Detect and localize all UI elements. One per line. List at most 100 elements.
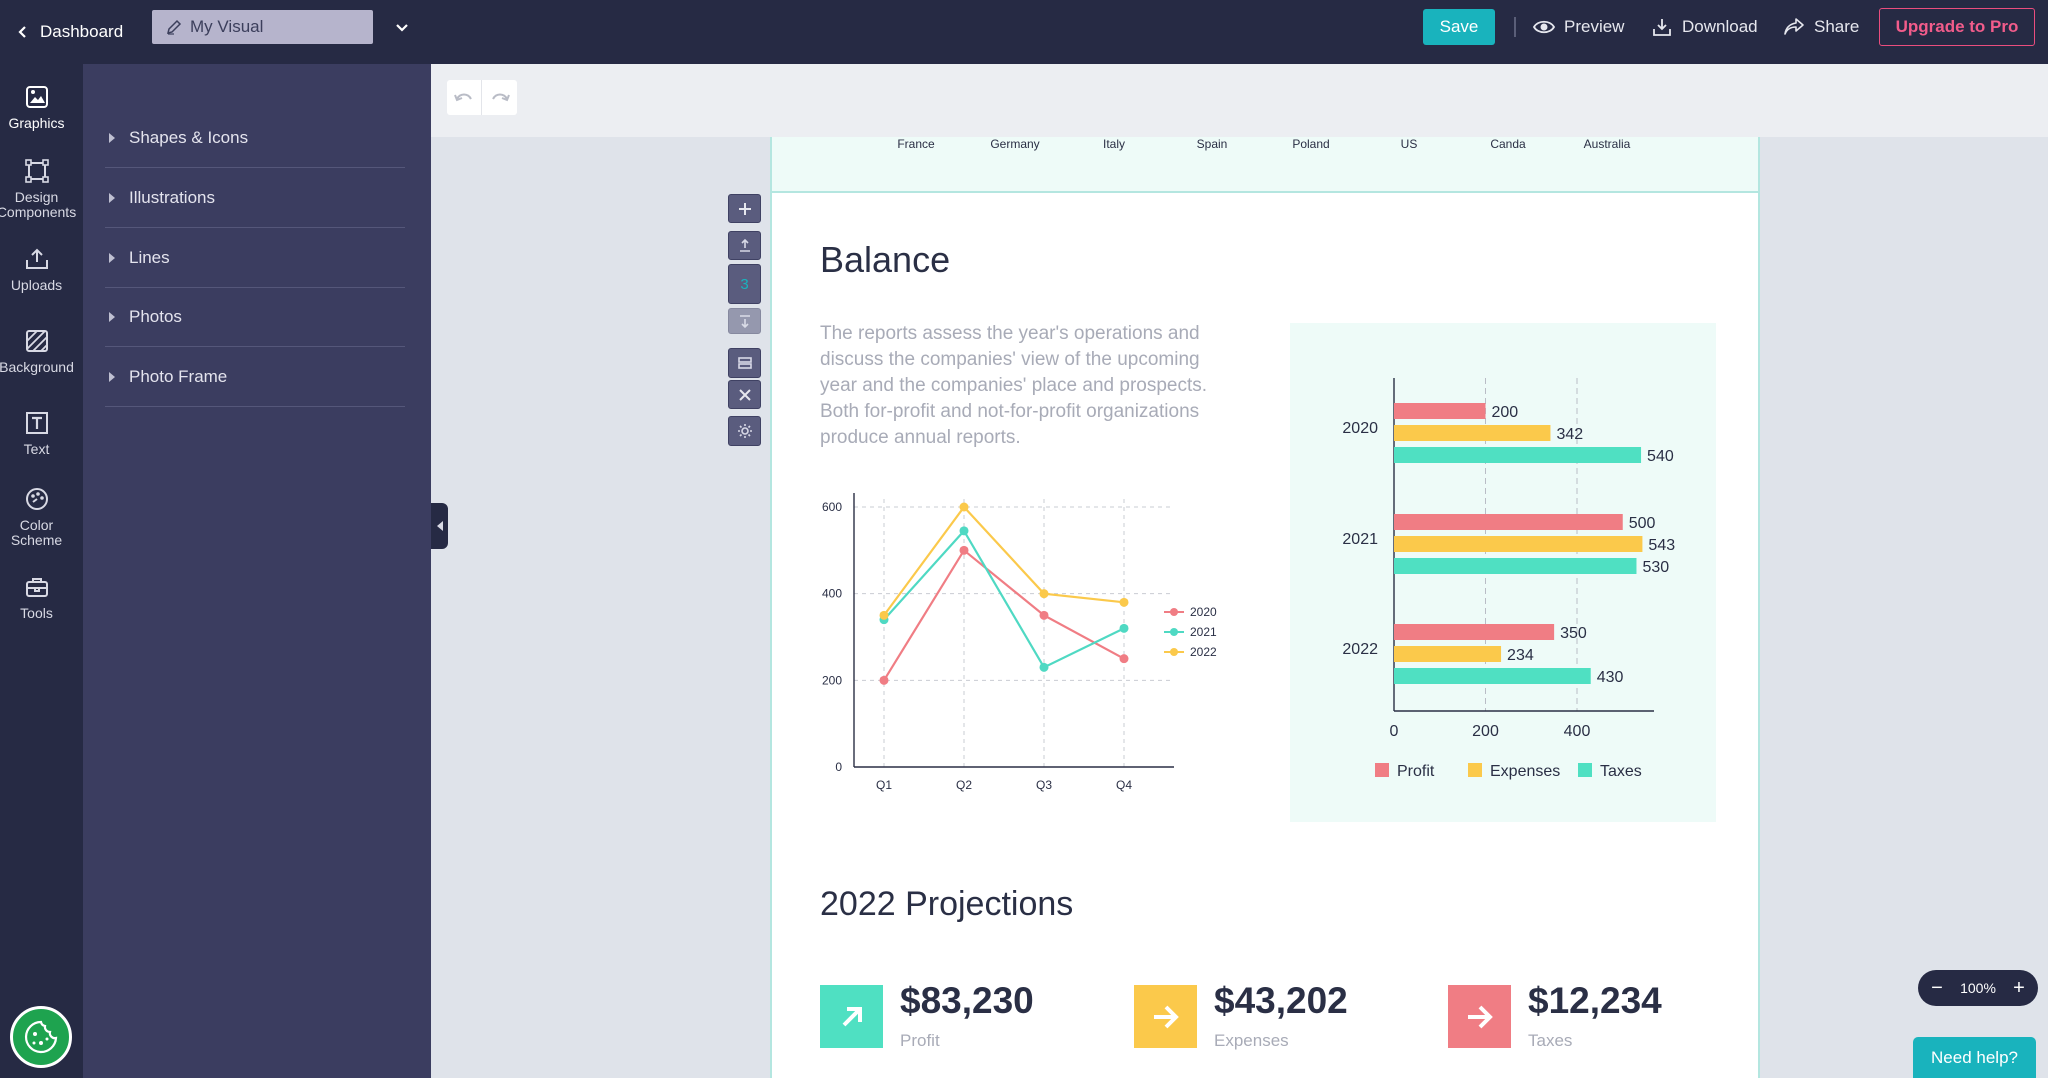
legend-label: 2020 bbox=[1190, 605, 1217, 619]
zoom-level: 100% bbox=[1960, 980, 1996, 996]
balance-heading[interactable]: Balance bbox=[820, 239, 951, 280]
data-point-2020 bbox=[879, 675, 889, 685]
rail-design-components[interactable]: Design Components bbox=[0, 158, 76, 220]
legend-label: Taxes bbox=[1600, 763, 1642, 780]
rail-label: Uploads bbox=[10, 277, 63, 293]
rail-label: Color Scheme bbox=[10, 517, 63, 548]
data-point-2021 bbox=[1039, 662, 1049, 672]
panel-item-illustrations[interactable]: Illustrations bbox=[105, 168, 405, 228]
add-section-button[interactable] bbox=[728, 194, 761, 223]
panel-item-label: Lines bbox=[129, 247, 170, 267]
document-name-field[interactable]: My Visual bbox=[152, 10, 373, 44]
data-point-2020 bbox=[1039, 610, 1049, 620]
caret-right-icon bbox=[109, 252, 115, 263]
toolbar-divider bbox=[1514, 17, 1516, 37]
kpi-label: Profit bbox=[900, 1031, 940, 1050]
back-to-dashboard-button[interactable]: Dashboard bbox=[16, 14, 123, 50]
duplicate-section-button[interactable] bbox=[728, 348, 761, 378]
edit-icon bbox=[166, 19, 182, 35]
y-tick-label: 600 bbox=[822, 500, 842, 514]
share-button[interactable]: Share bbox=[1783, 14, 1859, 40]
preview-button[interactable]: Preview bbox=[1533, 14, 1624, 40]
data-point-2020 bbox=[1119, 654, 1129, 664]
delete-section-button[interactable] bbox=[728, 380, 761, 409]
y-tick-label: 0 bbox=[835, 760, 842, 774]
download-button[interactable]: Download bbox=[1651, 14, 1758, 40]
need-help-button[interactable]: Need help? bbox=[1913, 1037, 2036, 1078]
section-settings-button[interactable] bbox=[728, 416, 761, 446]
history-controls bbox=[447, 80, 517, 115]
previous-section[interactable]: France Germany Italy Spain Poland US Can… bbox=[772, 137, 1758, 193]
kpi-value: $83,230 bbox=[900, 980, 1034, 1021]
move-up-icon bbox=[739, 238, 750, 252]
balance-description[interactable]: The reports assess the year's operations… bbox=[820, 323, 1208, 448]
upload-icon bbox=[25, 248, 48, 269]
bar-taxes bbox=[1394, 668, 1591, 684]
arrow-right-icon bbox=[1153, 1005, 1179, 1028]
undo-icon bbox=[454, 93, 472, 101]
country-label: Canda bbox=[1490, 137, 1526, 151]
rail-color-scheme[interactable]: Color Scheme bbox=[0, 486, 73, 548]
bar-profit bbox=[1394, 403, 1486, 419]
kpi-icon-box bbox=[820, 985, 883, 1048]
country-label: US bbox=[1400, 137, 1418, 151]
panel-item-label: Photos bbox=[129, 306, 182, 326]
rail-graphics[interactable]: Graphics bbox=[0, 84, 73, 131]
zoom-out-button[interactable]: − bbox=[1931, 976, 1943, 999]
kpi-value: $43,202 bbox=[1214, 980, 1348, 1021]
panel-item-photos[interactable]: Photos bbox=[105, 287, 405, 347]
legend-swatch bbox=[1375, 763, 1389, 777]
country-label: France bbox=[897, 137, 935, 151]
legend-swatch bbox=[1578, 763, 1592, 777]
data-point-2020 bbox=[959, 545, 969, 555]
redo-button[interactable] bbox=[482, 80, 517, 115]
bar-chart-container[interactable]: 0 200 400 2020 200 342 540 2021 500 543 530 2022 350… bbox=[1290, 323, 1716, 822]
x-tick-label: 400 bbox=[1564, 723, 1591, 740]
move-section-down-button[interactable] bbox=[728, 308, 761, 334]
panel-item-shapes-icons[interactable]: Shapes & Icons bbox=[105, 108, 405, 168]
country-label: Spain bbox=[1196, 137, 1228, 151]
bar-value-label: 430 bbox=[1597, 669, 1624, 686]
data-point-2021 bbox=[1119, 623, 1129, 633]
bar-expenses bbox=[1394, 536, 1643, 552]
rail-tools[interactable]: Tools bbox=[0, 574, 73, 621]
x-tick-label: 0 bbox=[1390, 723, 1399, 740]
document-name: My Visual bbox=[190, 17, 264, 36]
kpi-icon-box bbox=[1448, 985, 1511, 1048]
move-section-up-button[interactable] bbox=[728, 231, 761, 260]
x-tick-label: 200 bbox=[1472, 723, 1499, 740]
upgrade-to-pro-button[interactable]: Upgrade to Pro bbox=[1879, 8, 2035, 46]
undo-button[interactable] bbox=[447, 80, 482, 115]
x-tick-label: Q4 bbox=[1116, 778, 1132, 792]
country-label: Germany bbox=[990, 137, 1040, 151]
rail-text[interactable]: Text bbox=[0, 410, 73, 457]
data-point-2022 bbox=[879, 610, 889, 620]
share-label: Share bbox=[1814, 17, 1860, 36]
rail-background[interactable]: Background bbox=[0, 328, 74, 375]
yearly-bar-chart: 0 200 400 2020 200 342 540 2021 500 543 530 2022 350… bbox=[1342, 378, 1675, 780]
section-number: 3 bbox=[728, 264, 761, 304]
country-label: Australia bbox=[1583, 137, 1631, 151]
document-menu-button[interactable] bbox=[390, 16, 414, 40]
bar-value-label: 350 bbox=[1560, 625, 1587, 642]
projections-heading[interactable]: 2022 Projections bbox=[820, 885, 1074, 923]
legend-label: Expenses bbox=[1490, 763, 1560, 780]
panel-item-photo-frame[interactable]: Photo Frame bbox=[105, 347, 405, 407]
series-line-2021 bbox=[883, 528, 1125, 669]
legend-marker bbox=[1170, 648, 1178, 656]
download-icon bbox=[1653, 19, 1671, 36]
redo-icon bbox=[491, 93, 510, 101]
zoom-in-button[interactable]: + bbox=[2013, 976, 2025, 999]
caret-right-icon bbox=[109, 371, 115, 382]
kpi-value: $12,234 bbox=[1528, 980, 1662, 1021]
x-tick-label: Q3 bbox=[1036, 778, 1052, 792]
panel-item-lines[interactable]: Lines bbox=[105, 228, 405, 288]
bar-expenses bbox=[1394, 425, 1551, 441]
cookie-settings-button[interactable] bbox=[10, 1006, 72, 1068]
caret-right-icon bbox=[109, 311, 115, 322]
save-button[interactable]: Save bbox=[1423, 9, 1495, 45]
rail-uploads[interactable]: Uploads bbox=[0, 246, 73, 293]
collapse-panel-button[interactable] bbox=[431, 503, 448, 549]
eye-icon bbox=[1533, 20, 1555, 34]
quarterly-line-chart[interactable]: 0 200 400 600 Q1 Q2 Q3 Q4 2020 2021 2022 bbox=[814, 487, 1244, 937]
